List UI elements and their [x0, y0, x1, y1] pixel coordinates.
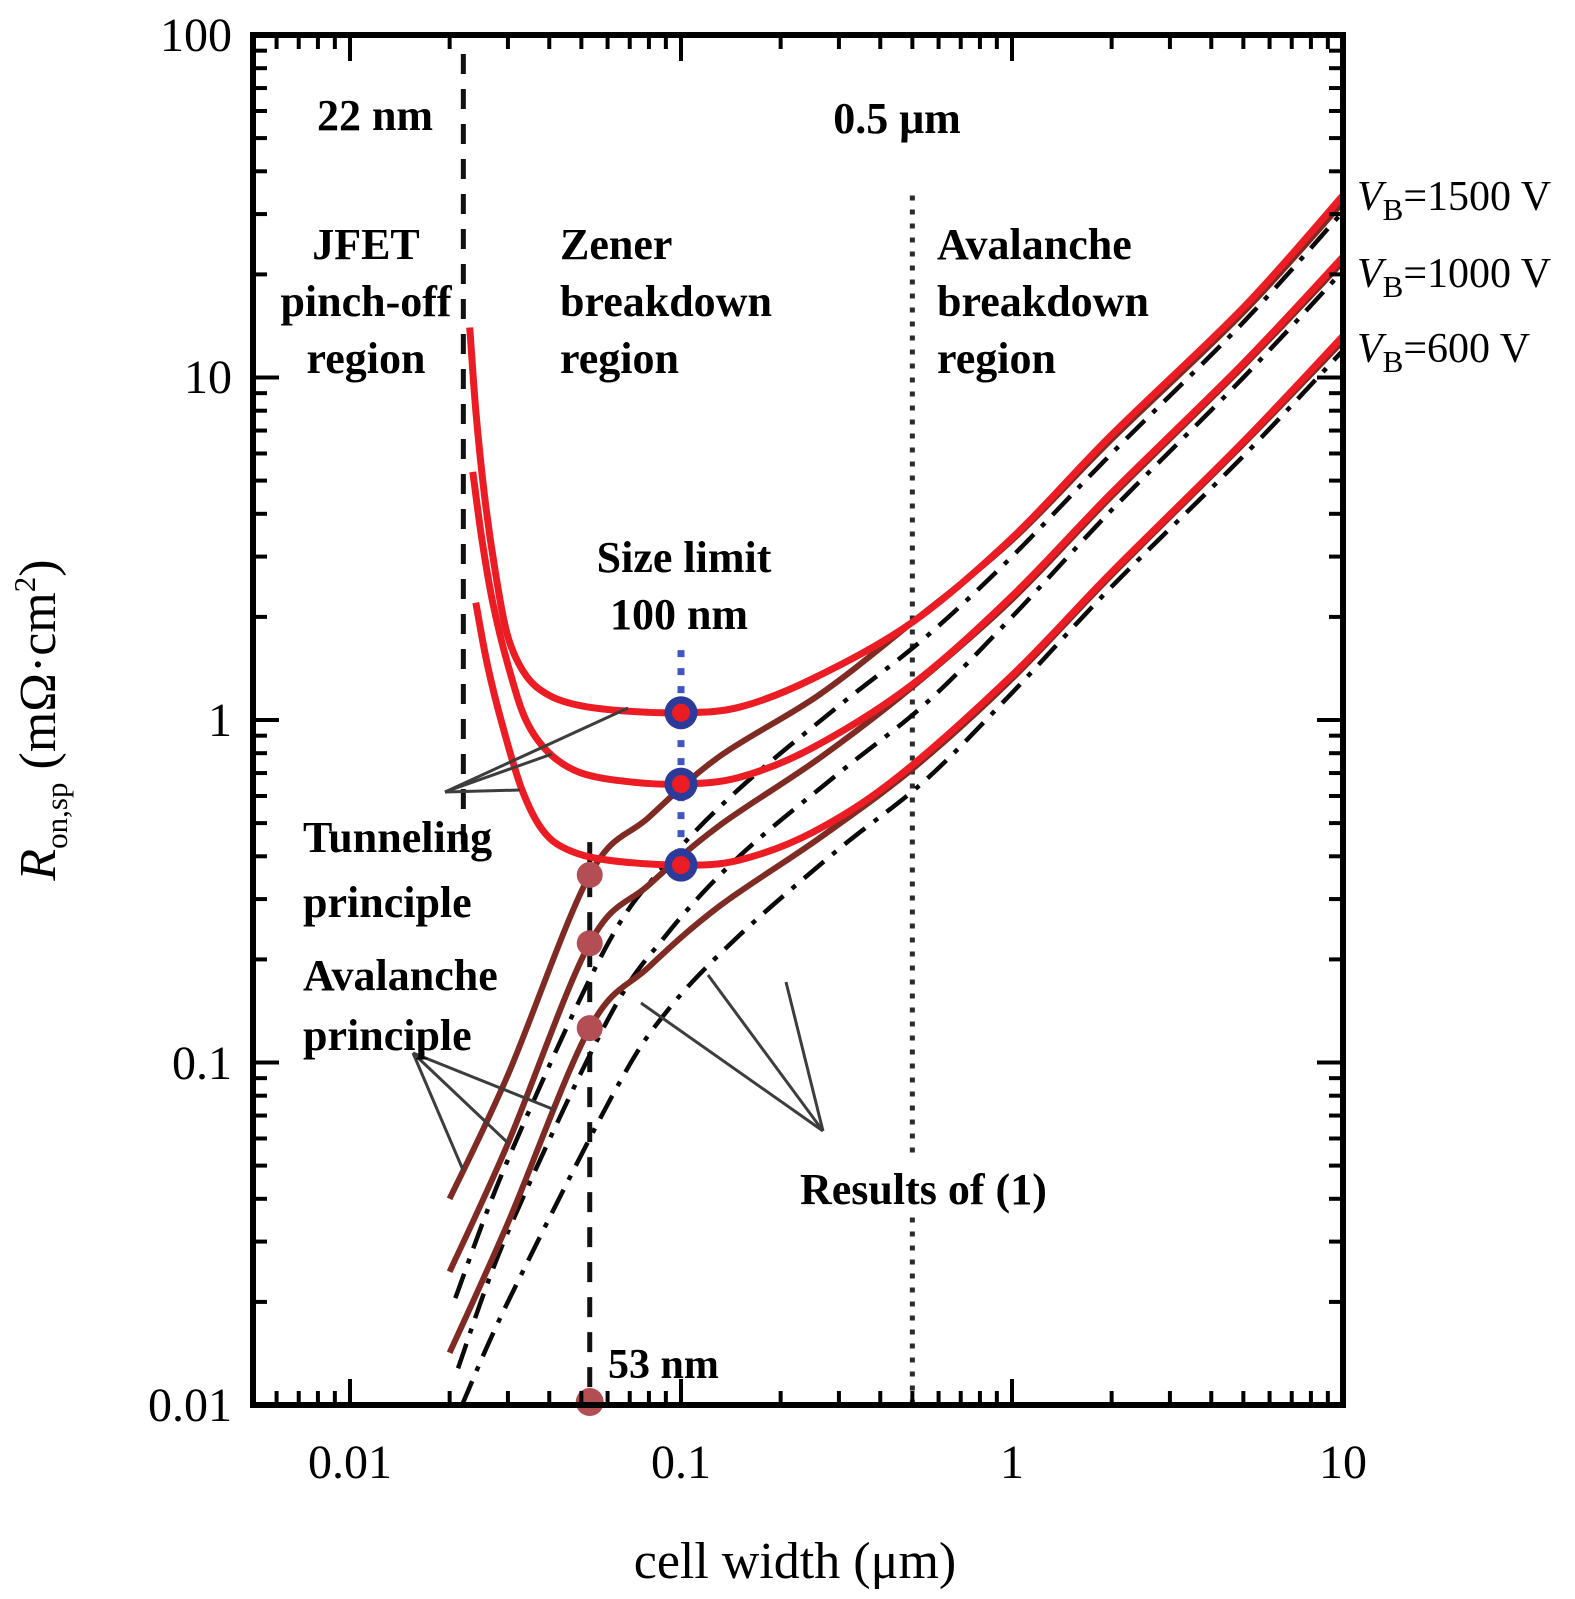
- vb-labels: VB=1500 V VB=1000 V VB=600 V: [1357, 174, 1551, 379]
- x-axis-title: cell width (μm): [634, 1533, 956, 1590]
- label-avalanche-principle: Avalanche principle: [303, 951, 498, 1060]
- svg-text:region: region: [560, 334, 679, 383]
- rose-dot-marker: [576, 861, 603, 888]
- results-leader-lines: [640, 974, 825, 1133]
- axis-ticks: [253, 33, 1345, 1407]
- blue-ring-marker-core: [672, 856, 690, 875]
- label-vb-1000: VB=1000 V: [1357, 251, 1551, 304]
- blue-ring-marker-core: [672, 775, 690, 794]
- x-tick-10: 10: [1319, 1436, 1367, 1489]
- label-zener-region: Zener breakdown region: [560, 220, 772, 383]
- rose-dot-marker: [576, 930, 603, 957]
- x-tick-0.01: 0.01: [308, 1436, 392, 1489]
- svg-text:principle: principle: [303, 878, 472, 927]
- svg-text:100 nm: 100 nm: [610, 590, 748, 639]
- curve-Results of (1), VB=1500 V: [453, 210, 1345, 1300]
- svg-text:pinch-off: pinch-off: [280, 277, 452, 326]
- label-size-limit: Size limit 100 nm: [597, 533, 772, 639]
- svg-text:principle: principle: [303, 1011, 472, 1060]
- svg-text:Avalanche: Avalanche: [303, 951, 498, 1000]
- y-tick-0.1: 0.1: [172, 1037, 232, 1090]
- data-curves: [446, 193, 1346, 1406]
- label-jfet-region: JFET pinch-off region: [280, 220, 452, 383]
- curve-Tunneling principle, VB=600 V: [472, 333, 1346, 869]
- y-tick-100: 100: [160, 9, 232, 62]
- svg-text:breakdown: breakdown: [560, 277, 772, 326]
- svg-text:Tunneling: Tunneling: [303, 813, 492, 862]
- x-tick-labels: 0.01 0.1 1 10: [308, 1436, 1367, 1489]
- label-results-of-1: Results of (1): [800, 1165, 1047, 1214]
- y-tick-0.01: 0.01: [148, 1379, 232, 1432]
- label-22nm: 22 nm: [317, 91, 433, 140]
- curve-Tunneling principle, VB=1500 V: [466, 193, 1346, 717]
- blue-ring-marker-core: [672, 703, 690, 722]
- y-tick-labels: 100 10 1 0.1 0.01: [148, 9, 232, 1432]
- x-tick-1: 1: [1000, 1436, 1024, 1489]
- rose-dot-marker: [576, 1015, 603, 1042]
- data-point-markers: [575, 696, 698, 1417]
- y-axis-title: Ron,sp (mΩ·cm2): [7, 559, 74, 881]
- svg-text:Size limit: Size limit: [597, 533, 772, 582]
- label-vb-1500: VB=1500 V: [1357, 174, 1551, 227]
- curve-Results of (1), VB=1000 V: [455, 269, 1345, 1370]
- svg-text:region: region: [937, 334, 1056, 383]
- results-label-backing: [793, 1160, 1085, 1214]
- label-tunneling-principle: Tunneling principle: [303, 813, 492, 927]
- svg-text:JFET: JFET: [312, 220, 420, 269]
- label-53nm: 53 nm: [608, 1342, 719, 1388]
- tunneling-leader-lines: [444, 706, 629, 794]
- svg-text:region: region: [307, 334, 426, 383]
- svg-text:Avalanche: Avalanche: [937, 220, 1132, 269]
- curve-Tunneling principle, VB=1000 V: [469, 254, 1346, 788]
- y-tick-1: 1: [208, 694, 232, 747]
- guide-lines: [460, 54, 915, 1403]
- label-0.5um: 0.5 μm: [833, 94, 961, 143]
- y-tick-10: 10: [184, 351, 232, 404]
- label-vb-600: VB=600 V: [1357, 326, 1530, 379]
- svg-text:breakdown: breakdown: [937, 277, 1149, 326]
- x-tick-0.1: 0.1: [651, 1436, 711, 1489]
- svg-text:Zener: Zener: [560, 220, 672, 269]
- label-avalanche-region: Avalanche breakdown region: [937, 220, 1149, 383]
- avalanche-leader-lines: [411, 1051, 556, 1171]
